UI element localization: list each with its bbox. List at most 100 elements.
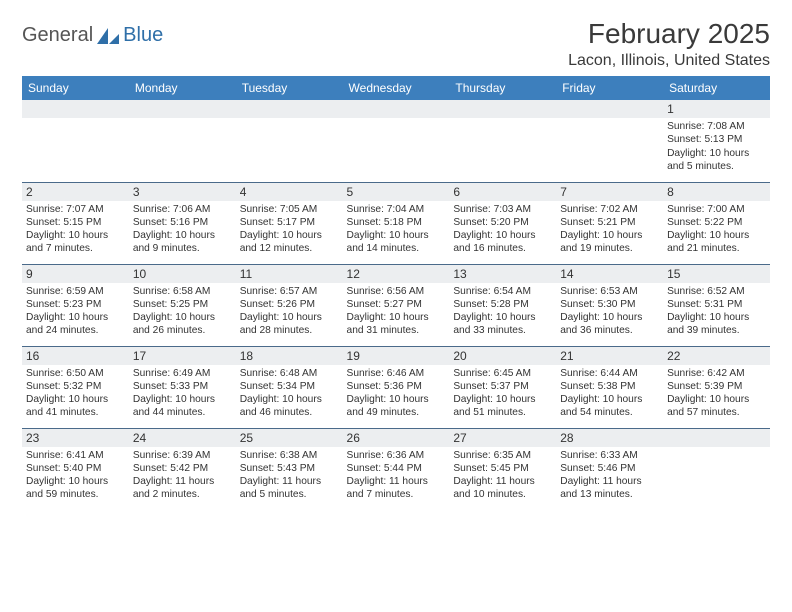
daylight-text: Daylight: 10 hours and 12 minutes. [240,229,339,256]
calendar-cell: 2Sunrise: 7:07 AMSunset: 5:15 PMDaylight… [22,182,129,264]
daylight-text: Daylight: 11 hours and 7 minutes. [347,475,446,502]
day-number: 5 [343,183,450,201]
sunset-text: Sunset: 5:34 PM [240,380,339,393]
daylight-text: Daylight: 10 hours and 46 minutes. [240,393,339,420]
calendar-cell: 24Sunrise: 6:39 AMSunset: 5:42 PMDayligh… [129,428,236,510]
sunrise-text: Sunrise: 6:57 AM [240,285,339,298]
sunrise-text: Sunrise: 7:04 AM [347,203,446,216]
day-detail: Sunrise: 7:04 AMSunset: 5:18 PMDaylight:… [347,203,446,256]
sunrise-text: Sunrise: 7:08 AM [667,120,766,133]
sunset-text: Sunset: 5:26 PM [240,298,339,311]
day-detail: Sunrise: 7:08 AMSunset: 5:13 PMDaylight:… [667,120,766,173]
day-detail: Sunrise: 6:59 AMSunset: 5:23 PMDaylight:… [26,285,125,338]
daylight-text: Daylight: 10 hours and 57 minutes. [667,393,766,420]
daylight-text: Daylight: 10 hours and 21 minutes. [667,229,766,256]
daylight-text: Daylight: 10 hours and 59 minutes. [26,475,125,502]
calendar-cell: 13Sunrise: 6:54 AMSunset: 5:28 PMDayligh… [449,264,556,346]
daylight-text: Daylight: 10 hours and 16 minutes. [453,229,552,256]
calendar-table: SundayMondayTuesdayWednesdayThursdayFrid… [22,76,770,510]
daylight-text: Daylight: 10 hours and 39 minutes. [667,311,766,338]
day-detail: Sunrise: 6:56 AMSunset: 5:27 PMDaylight:… [347,285,446,338]
sunset-text: Sunset: 5:38 PM [560,380,659,393]
day-header-tuesday: Tuesday [236,76,343,100]
location: Lacon, Illinois, United States [568,52,770,70]
day-number [343,100,450,118]
calendar-cell: 12 Sunrise: 6:56 AMSunset: 5:27 PMDayligh… [343,264,450,346]
day-number: 22 [663,347,770,365]
sunrise-text: Sunrise: 6:36 AM [347,449,446,462]
calendar-cell: 6Sunrise: 7:03 AMSunset: 5:20 PMDaylight… [449,182,556,264]
calendar-cell: 3 Sunrise: 7:06 AMSunset: 5:16 PMDaylight… [129,182,236,264]
calendar-cell [449,100,556,182]
day-number: 13 [449,265,556,283]
calendar-week: 1Sunrise: 7:08 AMSunset: 5:13 PMDaylight… [22,100,770,182]
day-detail: Sunrise: 6:50 AMSunset: 5:32 PMDaylight:… [26,367,125,420]
day-header-wednesday: Wednesday [343,76,450,100]
day-number: 12 [343,265,450,283]
sunrise-text: Sunrise: 6:35 AM [453,449,552,462]
calendar-cell: 9Sunrise: 6:59 AMSunset: 5:23 PMDaylight… [22,264,129,346]
day-number: 4 [236,183,343,201]
day-number: 14 [556,265,663,283]
day-number: 28 [556,429,663,447]
daylight-text: Daylight: 10 hours and 41 minutes. [26,393,125,420]
sunset-text: Sunset: 5:31 PM [667,298,766,311]
calendar-cell: 14 Sunrise: 6:53 AMSunset: 5:30 PMDayligh… [556,264,663,346]
sunset-text: Sunset: 5:18 PM [347,216,446,229]
calendar-cell: 17Sunrise: 6:49 AMSunset: 5:33 PMDayligh… [129,346,236,428]
sunset-text: Sunset: 5:20 PM [453,216,552,229]
daylight-text: Daylight: 11 hours and 13 minutes. [560,475,659,502]
sunset-text: Sunset: 5:17 PM [240,216,339,229]
day-detail: Sunrise: 7:05 AMSunset: 5:17 PMDaylight:… [240,203,339,256]
day-detail: Sunrise: 6:42 AMSunset: 5:39 PMDaylight:… [667,367,766,420]
day-header-friday: Friday [556,76,663,100]
sunset-text: Sunset: 5:25 PM [133,298,232,311]
day-number [556,100,663,118]
daylight-text: Daylight: 10 hours and 51 minutes. [453,393,552,420]
sunrise-text: Sunrise: 6:54 AM [453,285,552,298]
calendar-cell: 20Sunrise: 6:45 AMSunset: 5:37 PMDayligh… [449,346,556,428]
calendar-cell: 23Sunrise: 6:41 AMSunset: 5:40 PMDayligh… [22,428,129,510]
sunset-text: Sunset: 5:32 PM [26,380,125,393]
day-detail: Sunrise: 6:57 AMSunset: 5:26 PMDaylight:… [240,285,339,338]
day-detail: Sunrise: 6:53 AMSunset: 5:30 PMDaylight:… [560,285,659,338]
title-block: February 2025 Lacon, Illinois, United St… [568,18,770,70]
day-detail: Sunrise: 6:58 AMSunset: 5:25 PMDaylight:… [133,285,232,338]
calendar-cell: 22 Sunrise: 6:42 AMSunset: 5:39 PMDayligh… [663,346,770,428]
day-detail: Sunrise: 6:46 AMSunset: 5:36 PMDaylight:… [347,367,446,420]
daylight-text: Daylight: 10 hours and 54 minutes. [560,393,659,420]
sunset-text: Sunset: 5:27 PM [347,298,446,311]
daylight-text: Daylight: 11 hours and 5 minutes. [240,475,339,502]
logo-word-blue: Blue [123,24,163,47]
calendar-cell: 25Sunrise: 6:38 AMSunset: 5:43 PMDayligh… [236,428,343,510]
day-detail: Sunrise: 6:39 AMSunset: 5:42 PMDaylight:… [133,449,232,502]
sunrise-text: Sunrise: 6:56 AM [347,285,446,298]
sunset-text: Sunset: 5:45 PM [453,462,552,475]
day-number: 26 [343,429,450,447]
day-number: 3 [129,183,236,201]
day-header-saturday: Saturday [663,76,770,100]
sunset-text: Sunset: 5:43 PM [240,462,339,475]
calendar-cell: 15Sunrise: 6:52 AMSunset: 5:31 PMDayligh… [663,264,770,346]
calendar-cell [22,100,129,182]
daylight-text: Daylight: 10 hours and 44 minutes. [133,393,232,420]
sunset-text: Sunset: 5:28 PM [453,298,552,311]
daylight-text: Daylight: 10 hours and 14 minutes. [347,229,446,256]
sunrise-text: Sunrise: 6:44 AM [560,367,659,380]
day-number [663,429,770,447]
day-number: 2 [22,183,129,201]
day-number: 15 [663,265,770,283]
calendar-week: 2Sunrise: 7:07 AMSunset: 5:15 PMDaylight… [22,182,770,264]
calendar-cell: 16Sunrise: 6:50 AMSunset: 5:32 PMDayligh… [22,346,129,428]
day-detail: Sunrise: 7:00 AMSunset: 5:22 PMDaylight:… [667,203,766,256]
daylight-text: Daylight: 11 hours and 10 minutes. [453,475,552,502]
daylight-text: Daylight: 10 hours and 31 minutes. [347,311,446,338]
sunset-text: Sunset: 5:46 PM [560,462,659,475]
sunrise-text: Sunrise: 6:59 AM [26,285,125,298]
sunrise-text: Sunrise: 7:00 AM [667,203,766,216]
sunset-text: Sunset: 5:42 PM [133,462,232,475]
day-number: 6 [449,183,556,201]
sunset-text: Sunset: 5:30 PM [560,298,659,311]
calendar-cell [343,100,450,182]
day-detail: Sunrise: 7:06 AMSunset: 5:16 PMDaylight:… [133,203,232,256]
